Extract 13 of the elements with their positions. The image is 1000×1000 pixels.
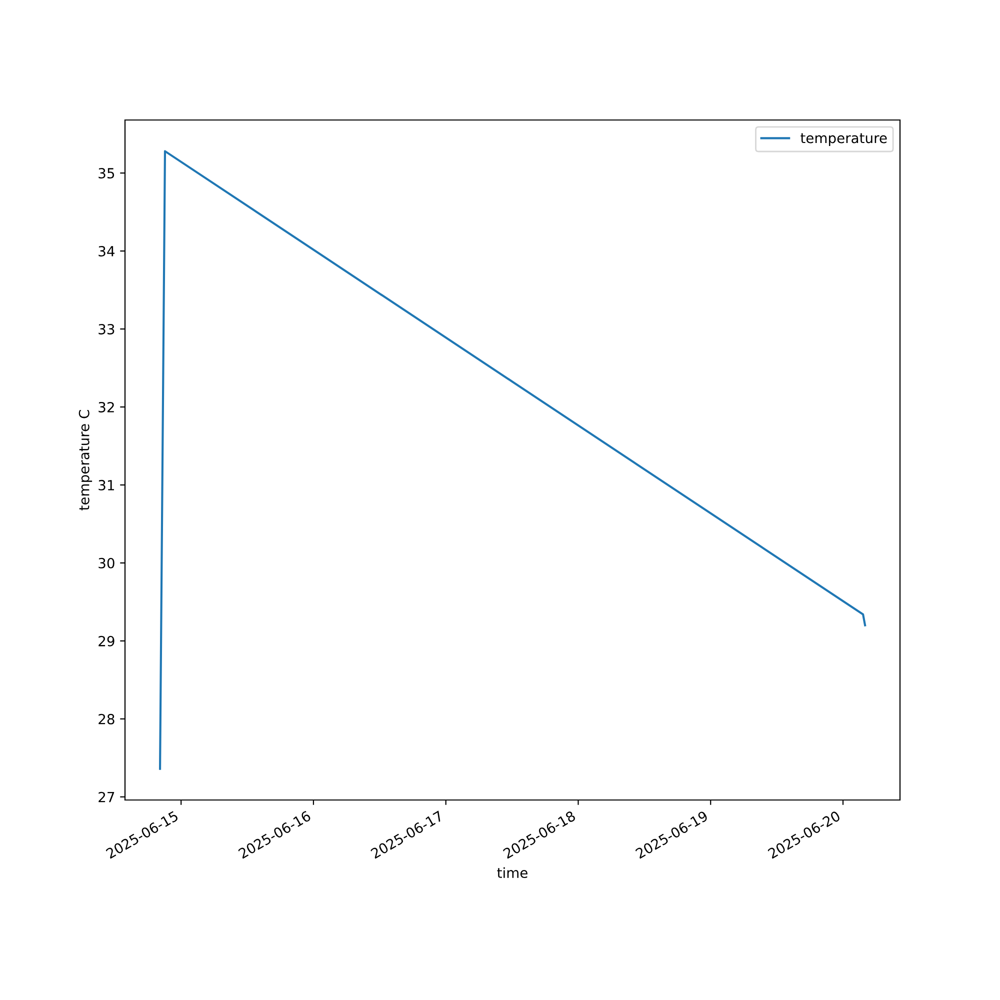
y-axis-title: temperature C: [78, 410, 92, 510]
y-tick-label: 35: [98, 168, 114, 178]
x-axis-title: time: [497, 867, 528, 878]
y-tick-label: 30: [98, 558, 114, 568]
y-tick-label: 27: [98, 792, 114, 802]
y-tick-label: 33: [98, 324, 114, 334]
y-tick-label: 29: [98, 636, 114, 646]
y-tick-label: 28: [98, 714, 114, 724]
y-tick-label: 32: [98, 402, 114, 412]
legend-label: temperature: [800, 133, 887, 146]
y-tick-label: 34: [98, 246, 114, 256]
y-tick-label: 31: [98, 480, 114, 490]
line-series: [158, 150, 866, 770]
